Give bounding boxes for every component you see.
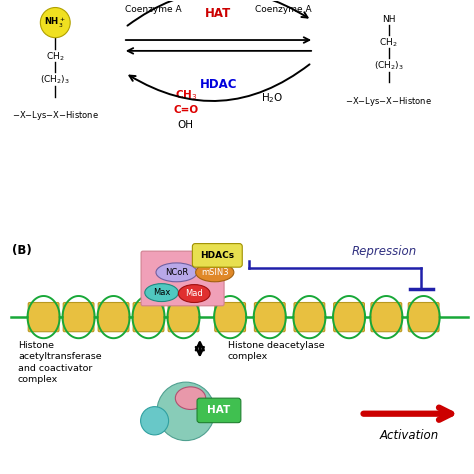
FancyBboxPatch shape: [371, 302, 402, 332]
Text: HDACs: HDACs: [200, 251, 234, 260]
Text: $-$X$-$Lys$-$X$-$Histone: $-$X$-$Lys$-$X$-$Histone: [12, 109, 99, 122]
Text: Histone
acetyltransferase
and coactivator
complex: Histone acetyltransferase and coactivato…: [18, 341, 101, 384]
Circle shape: [141, 407, 169, 435]
FancyBboxPatch shape: [334, 302, 365, 332]
Text: Mad: Mad: [185, 289, 203, 298]
Text: NCoR: NCoR: [165, 268, 188, 277]
Text: (CH$_2$)$_3$: (CH$_2$)$_3$: [374, 59, 404, 72]
Ellipse shape: [178, 284, 210, 302]
Circle shape: [40, 8, 70, 37]
FancyBboxPatch shape: [294, 302, 325, 332]
Text: Max: Max: [153, 288, 170, 297]
Text: HAT: HAT: [207, 405, 230, 415]
FancyBboxPatch shape: [133, 302, 164, 332]
Circle shape: [157, 382, 215, 440]
FancyBboxPatch shape: [192, 244, 242, 267]
Ellipse shape: [175, 387, 206, 410]
FancyBboxPatch shape: [197, 398, 241, 423]
FancyBboxPatch shape: [141, 251, 224, 306]
Text: (CH$_2$)$_3$: (CH$_2$)$_3$: [40, 73, 70, 86]
Text: CH$_3$: CH$_3$: [174, 89, 197, 102]
Ellipse shape: [156, 263, 197, 282]
FancyArrowPatch shape: [128, 0, 308, 26]
FancyArrowPatch shape: [129, 64, 310, 101]
FancyBboxPatch shape: [98, 302, 129, 332]
Text: HAT: HAT: [205, 7, 232, 20]
Text: mSIN3: mSIN3: [201, 268, 228, 277]
Text: OH: OH: [178, 120, 194, 130]
Ellipse shape: [196, 263, 234, 282]
FancyBboxPatch shape: [168, 302, 199, 332]
Text: HDAC: HDAC: [200, 78, 237, 91]
Text: CH$_2$: CH$_2$: [46, 51, 64, 64]
Text: H$_2$O: H$_2$O: [261, 91, 283, 105]
FancyBboxPatch shape: [215, 302, 246, 332]
FancyBboxPatch shape: [408, 302, 439, 332]
Text: Activation: Activation: [380, 429, 439, 442]
Text: NH$_3^+$: NH$_3^+$: [44, 16, 66, 30]
Text: C=O: C=O: [173, 105, 199, 115]
Text: Coenzyme A: Coenzyme A: [125, 5, 182, 14]
Text: $-$X$-$Lys$-$X$-$Histone: $-$X$-$Lys$-$X$-$Histone: [345, 95, 432, 108]
FancyBboxPatch shape: [255, 302, 285, 332]
Text: Repression: Repression: [351, 245, 417, 258]
Text: (B): (B): [12, 244, 32, 257]
Text: NH: NH: [382, 15, 395, 24]
FancyBboxPatch shape: [63, 302, 94, 332]
Text: Coenzyme A: Coenzyme A: [255, 5, 312, 14]
Text: Histone deacetylase
complex: Histone deacetylase complex: [228, 341, 324, 361]
FancyBboxPatch shape: [28, 302, 59, 332]
Text: CH$_2$: CH$_2$: [379, 36, 398, 49]
Ellipse shape: [145, 283, 178, 301]
